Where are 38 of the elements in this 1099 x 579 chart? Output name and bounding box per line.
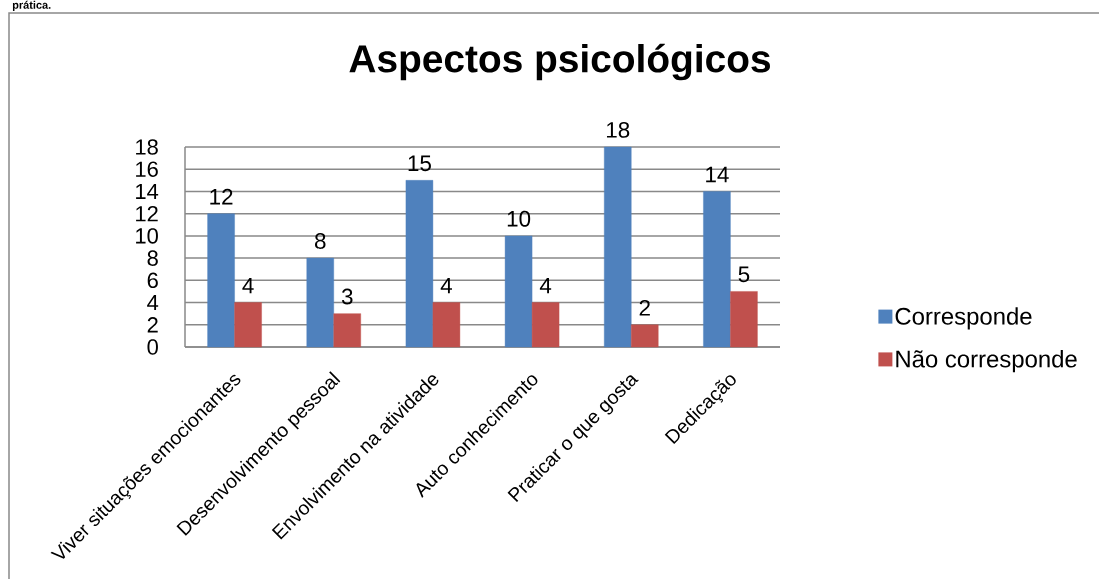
y-tick-label: 0 bbox=[147, 339, 158, 355]
legend-label: Não corresponde bbox=[896, 350, 1077, 373]
y-tick-label: 4 bbox=[147, 295, 159, 311]
bar bbox=[432, 302, 461, 348]
bar bbox=[333, 313, 361, 348]
legend-label: Corresponde bbox=[895, 307, 1032, 330]
data-label: 5 bbox=[738, 266, 750, 283]
bar bbox=[405, 180, 434, 348]
text: prática. bbox=[12, 0, 51, 11]
bar bbox=[703, 191, 731, 348]
data-label: 3 bbox=[341, 288, 353, 305]
bar bbox=[531, 302, 560, 348]
y-tick-label: 18 bbox=[136, 139, 158, 155]
y-tick-label: 10 bbox=[136, 228, 158, 244]
data-label: 14 bbox=[706, 166, 729, 183]
data-label: 12 bbox=[210, 188, 233, 205]
data-label: 2 bbox=[639, 299, 650, 316]
y-tick-label: 16 bbox=[136, 161, 158, 177]
bar bbox=[504, 235, 533, 348]
bar bbox=[207, 213, 235, 348]
data-label: 15 bbox=[408, 155, 431, 172]
data-label: 4 bbox=[440, 277, 452, 294]
data-label: 8 bbox=[314, 233, 326, 249]
bar bbox=[306, 257, 334, 348]
bar bbox=[604, 146, 632, 348]
y-tick-label: 8 bbox=[147, 250, 158, 266]
data-label: 4 bbox=[242, 277, 254, 294]
y-tick-label: 14 bbox=[136, 183, 159, 199]
data-label: 4 bbox=[539, 277, 552, 294]
y-tick-label: 6 bbox=[147, 272, 158, 289]
data-label: 18 bbox=[606, 121, 630, 138]
bar bbox=[631, 324, 659, 348]
chart-title: Aspectos psicológicos bbox=[349, 43, 770, 81]
data-label: 10 bbox=[507, 210, 531, 227]
bar bbox=[730, 291, 758, 348]
y-tick-label: 2 bbox=[147, 317, 158, 333]
bar bbox=[234, 302, 262, 348]
y-tick-label: 12 bbox=[136, 206, 158, 222]
